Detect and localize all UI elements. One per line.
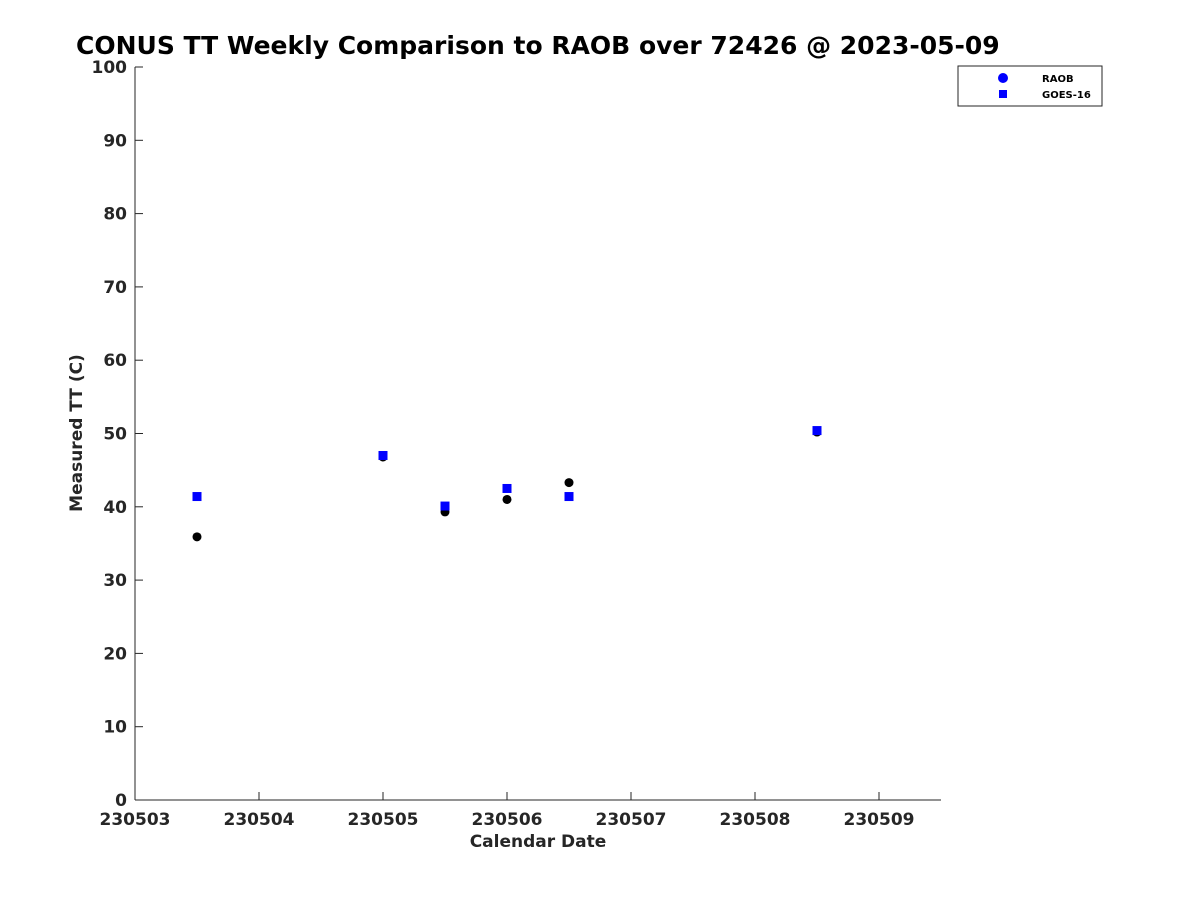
x-tick-label: 230504 — [224, 810, 295, 830]
y-tick-label: 60 — [103, 351, 127, 371]
x-tick-label: 230507 — [596, 810, 667, 830]
point-goes16 — [502, 483, 512, 493]
point-raob — [564, 478, 574, 488]
y-tick-label: 10 — [103, 718, 127, 738]
x-tick-label: 230508 — [720, 810, 791, 830]
point-goes16 — [564, 492, 574, 502]
y-ticks: 0 10 20 30 40 50 60 70 80 90 100 — [92, 58, 143, 811]
y-tick-label: 20 — [103, 644, 127, 664]
data-series — [192, 426, 822, 542]
point-goes16 — [812, 426, 822, 436]
x-tick-label: 230509 — [844, 810, 915, 830]
y-axis-title: Measured TT (C) — [67, 354, 87, 512]
legend-marker-raob — [998, 73, 1008, 83]
chart-title: CONUS TT Weekly Comparison to RAOB over … — [76, 31, 1000, 60]
y-tick-label: 50 — [103, 425, 127, 445]
y-tick-label: 80 — [103, 205, 127, 225]
y-tick-label: 30 — [103, 571, 127, 591]
y-tick-label: 90 — [103, 131, 127, 151]
legend-label-raob: RAOB — [1042, 74, 1074, 85]
x-ticks: 230503 230504 230505 230506 230507 230508 2305… — [100, 792, 915, 830]
y-tick-label: 100 — [92, 58, 128, 78]
x-tick-label: 230505 — [348, 810, 419, 830]
point-goes16 — [192, 492, 202, 502]
y-tick-label: 0 — [115, 791, 127, 811]
legend: RAOB GOES-16 — [957, 65, 1103, 107]
point-goes16 — [378, 450, 388, 460]
point-raob — [192, 532, 202, 542]
legend-box — [957, 65, 1103, 107]
y-tick-label: 40 — [103, 498, 127, 518]
legend-marker-goes16 — [999, 90, 1007, 98]
y-tick-label: 70 — [103, 278, 127, 298]
x-tick-label: 230506 — [472, 810, 543, 830]
point-goes16 — [440, 501, 450, 511]
x-axis-title: Calendar Date — [470, 832, 607, 852]
legend-label-goes16: GOES-16 — [1042, 90, 1091, 101]
point-raob — [502, 494, 512, 504]
x-tick-label: 230503 — [100, 810, 171, 830]
